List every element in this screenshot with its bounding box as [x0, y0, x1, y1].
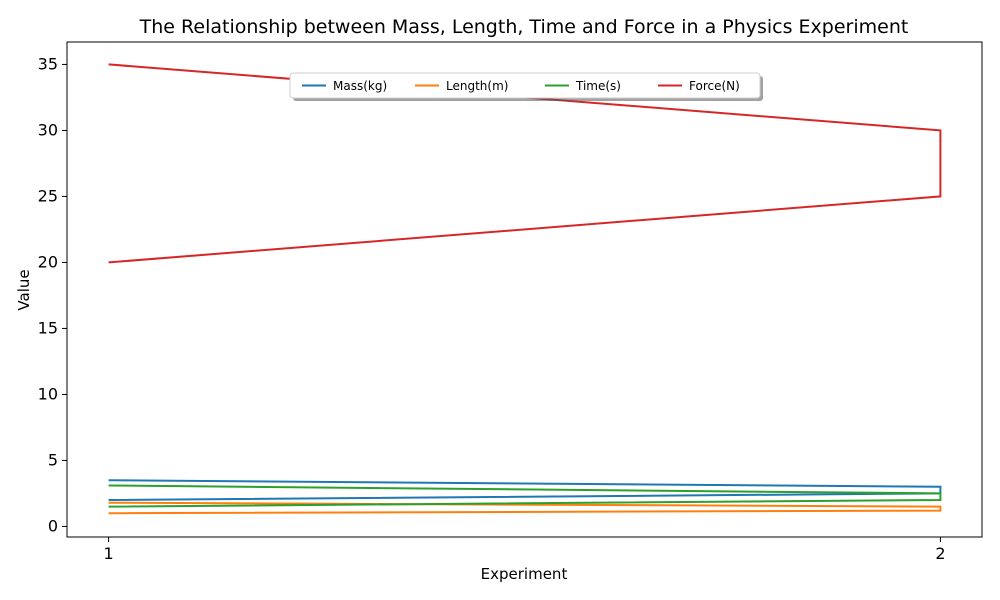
- x-tick-label: 1: [103, 544, 113, 563]
- legend-box: [289, 72, 761, 99]
- y-tick-label: 0: [48, 516, 58, 535]
- legend-label: Time(s): [575, 79, 621, 93]
- x-axis-label: Experiment: [481, 565, 568, 583]
- legend-label: Force(N): [689, 79, 740, 93]
- chart-title: The Relationship between Mass, Length, T…: [139, 16, 909, 38]
- plot-area-frame: [66, 41, 983, 538]
- y-axis: 0 5 10 15 20 25 30 35: [38, 54, 67, 535]
- y-tick-label: 30: [38, 120, 58, 139]
- series-line-length-m: [108, 501, 942, 515]
- x-tick-label: 2: [935, 544, 945, 563]
- series-line-mass-kg: [108, 479, 942, 501]
- y-tick-label: 10: [38, 384, 58, 403]
- series-layer: [108, 63, 942, 515]
- y-tick-label: 20: [38, 252, 58, 271]
- y-axis-label: Value: [15, 269, 33, 310]
- legend-label: Mass(kg): [333, 79, 387, 93]
- y-tick-label: 15: [38, 318, 58, 337]
- legend-label: Length(m): [446, 79, 508, 93]
- series-line-time-s: [108, 484, 942, 508]
- y-tick-label: 35: [38, 54, 58, 73]
- y-tick-label: 5: [48, 450, 58, 469]
- y-tick-label: 25: [38, 186, 58, 205]
- legend: Mass(kg) Length(m) Time(s) Force(N): [289, 72, 763, 101]
